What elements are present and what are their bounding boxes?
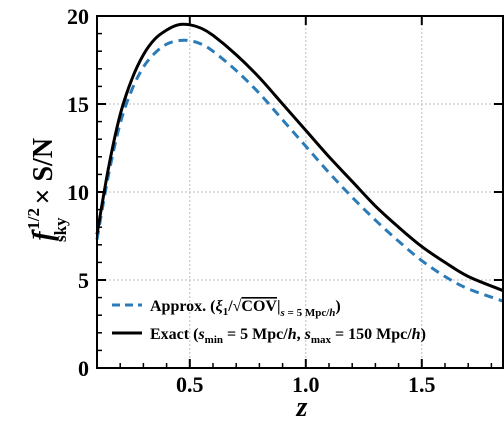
x-tick-label-2: 1.5 [408,372,436,397]
legend: Approx. (ξ1/√COV|s = 5 Mpc/h) Exact (smi… [112,298,426,346]
y-tick-label-2: 10 [67,180,89,205]
grid-lines [97,15,503,369]
legend-label-approx: Approx. (ξ1/√COV|s = 5 Mpc/h) [150,298,341,319]
x-axis-label: z [296,392,308,423]
x-tick-label-1: 1.0 [292,372,320,397]
series-exact-line [95,22,504,292]
y-tick-label-3: 15 [67,92,89,117]
series-approx-line [95,38,504,303]
legend-label-exact: Exact (smin = 5 Mpc/h, smax = 150 Mpc/h) [150,326,426,346]
axis-ticks [97,15,503,369]
series-layer [95,22,504,303]
y-tick-label-4: 20 [67,4,89,29]
tick-labels: 0.5 1.0 1.5 0 5 10 15 20 [67,4,436,397]
y-tick-label-1: 5 [78,268,89,293]
y-tick-label-0: 0 [78,356,89,381]
x-tick-label-0: 0.5 [176,372,204,397]
y-axis-label: f−1/2 sky × S/N [24,138,70,242]
